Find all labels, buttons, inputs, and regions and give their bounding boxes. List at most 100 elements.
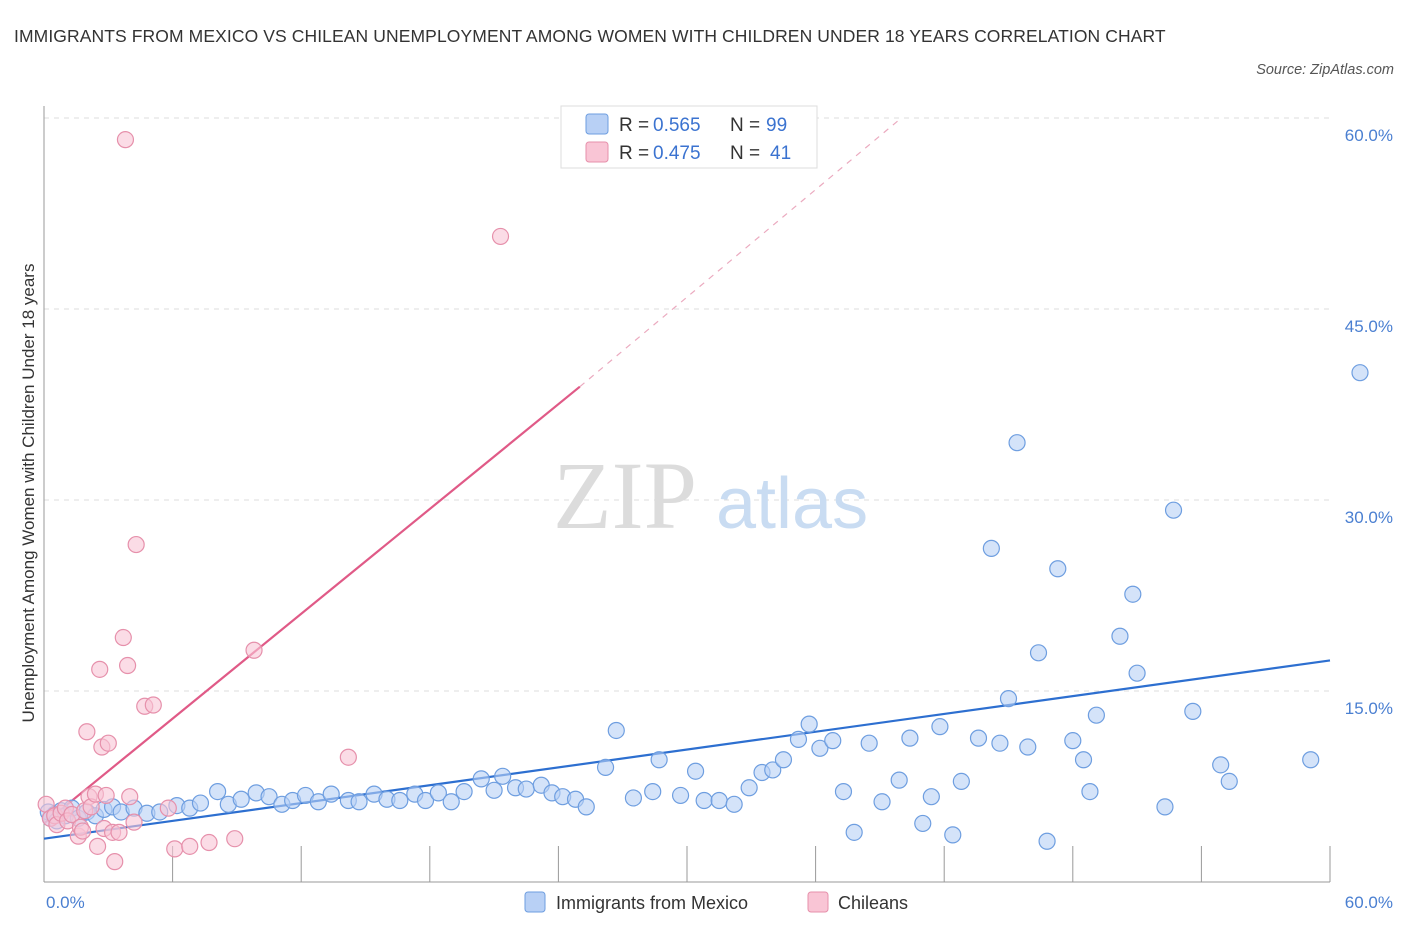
point-series-0-35: [416, 791, 435, 810]
trend-lines: [43, 117, 1331, 840]
point-series-0-62: [774, 751, 793, 769]
point-series-0-95: [1164, 501, 1183, 519]
tick-labels: 15.0% 30.0% 45.0% 60.0% 0.0% 60.0%: [46, 126, 1393, 912]
point-series-0-67: [834, 782, 853, 801]
legend-r-label-mexico: R =: [619, 115, 649, 136]
point-series-0-73: [914, 814, 932, 833]
point-series-0-96: [1184, 702, 1202, 720]
bottom-legend: Immigrants from Mexico Chileans: [524, 891, 908, 913]
point-series-1-34: [166, 840, 184, 858]
point-series-0-23: [260, 788, 278, 806]
point-series-0-58: [725, 795, 743, 813]
point-series-0-36: [429, 784, 447, 802]
point-series-1-30: [127, 535, 145, 554]
point-series-0-18: [191, 794, 210, 812]
point-series-0-30: [350, 793, 368, 811]
y-tick-label-0: 15.0%: [1345, 699, 1393, 718]
point-series-0-92: [1124, 585, 1142, 603]
x-tick-label-1: 60.0%: [1345, 893, 1393, 912]
point-series-1-27: [118, 656, 137, 675]
point-series-0-72: [901, 729, 919, 747]
point-series-0-57: [710, 791, 728, 810]
point-series-1-24: [110, 823, 128, 841]
chart-title: IMMIGRANTS FROM MEXICO VS CHILEAN UNEMPL…: [14, 26, 1166, 46]
point-series-0-82: [1008, 434, 1026, 452]
point-series-0-70: [873, 793, 891, 811]
grid-lines: [44, 117, 1330, 692]
point-series-0-41: [494, 767, 512, 785]
point-series-0-37: [442, 793, 460, 811]
point-series-0-81: [999, 690, 1018, 708]
point-series-0-19: [209, 782, 227, 801]
point-series-1-10: [73, 822, 92, 840]
point-series-0-76: [944, 826, 962, 844]
point-series-0-99: [1302, 751, 1320, 769]
point-series-0-38: [455, 782, 473, 801]
point-series-0-69: [860, 734, 878, 752]
point-series-1-40: [491, 227, 510, 246]
point-series-0-83: [1019, 738, 1037, 756]
bottom-legend-swatch-mexico: [524, 891, 546, 913]
point-series-1-12: [78, 723, 96, 741]
point-series-0-88: [1074, 751, 1093, 769]
point-series-0-75: [931, 718, 949, 736]
point-series-0-91: [1111, 627, 1129, 645]
y-axis-label: Unemployment Among Women with Children U…: [19, 264, 38, 723]
point-series-1-38: [245, 641, 263, 659]
watermark-atlas: atlas: [716, 464, 868, 544]
point-series-0-51: [624, 789, 643, 807]
trend-line-series-1: [43, 385, 581, 825]
legend-swatch-mexico: [585, 113, 609, 135]
source-label: Source: ZipAtlas.com: [1256, 62, 1394, 78]
point-series-0-21: [232, 790, 250, 808]
point-series-0-49: [596, 758, 615, 777]
point-series-1-32: [144, 696, 162, 714]
point-series-1-37: [226, 830, 244, 848]
point-series-0-55: [686, 762, 705, 780]
point-series-0-79: [982, 539, 1000, 557]
x-tick-label-0: 0.0%: [46, 893, 85, 912]
legend-n-label-mexico: N =: [730, 115, 760, 136]
point-series-0-74: [922, 788, 940, 806]
point-series-1-20: [97, 786, 115, 805]
top-legend: R = 0.565 N = 99 R = 0.475 N = 41: [560, 105, 818, 169]
point-series-0-28: [322, 785, 340, 803]
legend-r-label-chileans: R =: [619, 143, 649, 164]
point-series-1-26: [116, 131, 135, 149]
bottom-legend-chileans: Chileans: [838, 893, 908, 913]
bottom-legend-mexico: Immigrants from Mexico: [556, 893, 748, 913]
point-series-0-90: [1087, 706, 1105, 724]
point-series-1-35: [181, 837, 199, 855]
point-series-0-86: [1049, 560, 1067, 578]
point-series-0-53: [650, 751, 668, 769]
point-series-0-98: [1220, 772, 1238, 791]
point-series-0-61: [764, 761, 782, 779]
point-series-0-43: [517, 780, 535, 798]
point-series-1-23: [106, 853, 124, 871]
point-series-0-78: [969, 729, 988, 747]
legend-swatch-chileans: [585, 141, 609, 163]
point-series-0-87: [1064, 732, 1082, 750]
point-series-1-29: [125, 813, 143, 831]
point-series-0-39: [472, 770, 490, 788]
point-series-0-89: [1081, 782, 1099, 801]
point-series-0-84: [1029, 644, 1048, 662]
y-tick-label-3: 60.0%: [1345, 126, 1393, 145]
point-series-0-94: [1156, 798, 1174, 816]
point-series-0-50: [607, 721, 625, 740]
point-series-0-56: [695, 791, 713, 810]
point-series-0-27: [309, 793, 327, 811]
point-series-0-54: [671, 786, 690, 805]
legend-r-value-chileans: 0.475: [653, 143, 701, 164]
point-series-0-52: [644, 782, 662, 801]
point-series-0-33: [391, 791, 409, 810]
point-series-0-40: [485, 781, 503, 799]
axes: [43, 106, 1331, 883]
point-series-0-93: [1128, 664, 1146, 682]
point-series-0-68: [845, 823, 863, 841]
point-series-0-48: [577, 798, 595, 816]
watermark: ZIP atlas: [553, 442, 868, 549]
point-series-0-85: [1038, 832, 1056, 850]
point-series-0-77: [952, 772, 970, 791]
